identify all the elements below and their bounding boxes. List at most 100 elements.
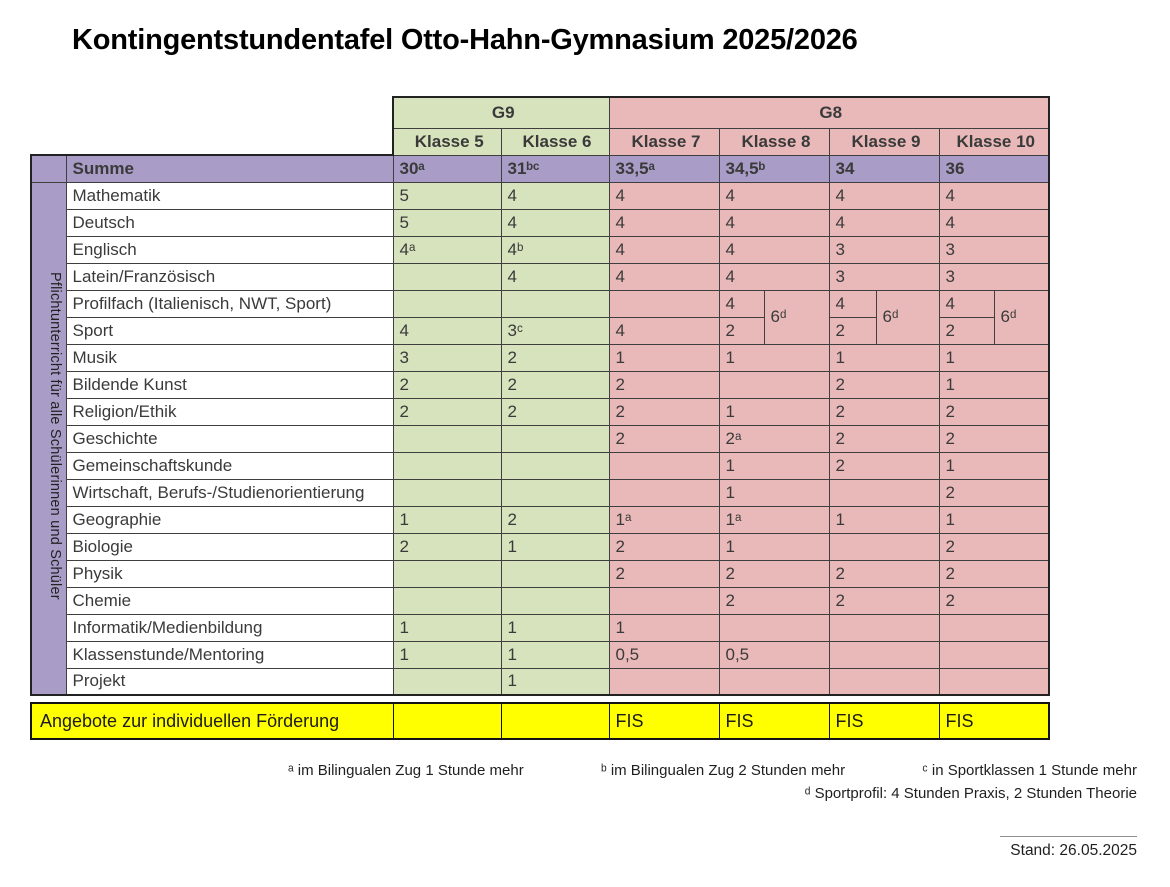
table-row: Klassenstunde/Mentoring 1 1 0,5 0,5: [31, 640, 1051, 669]
class-header-klasse7: Klasse 7: [608, 127, 720, 156]
hours-cell: 2: [718, 316, 765, 345]
empty-corner: [31, 128, 393, 155]
hours-cell: 2: [718, 586, 830, 615]
summe-label: Summe: [65, 154, 394, 183]
hours-cell: 2: [500, 505, 610, 534]
hours-cell: [718, 370, 830, 399]
hours-cell: 2: [938, 424, 1051, 453]
gap: [501, 695, 609, 703]
subject-label: Deutsch: [65, 208, 394, 237]
hours-cell: 2: [828, 451, 940, 480]
merged-hours-cell: 6ᵈ: [763, 289, 830, 345]
hours-cell: [828, 640, 940, 669]
hours-cell: 3: [828, 235, 940, 264]
summe-value: 36: [938, 154, 1051, 183]
hours-cell: [392, 289, 502, 318]
foerderung-row: Angebote zur individuellen Förderung FIS…: [30, 702, 1051, 740]
hours-cell: 4ᵃ: [392, 235, 502, 264]
stundentafel-table: G9 G8 Klasse 5 Klasse 6 Klasse 7 Klasse …: [30, 96, 1051, 740]
hours-cell: 1: [608, 343, 720, 372]
group-header-g9: G9: [392, 96, 610, 129]
subject-label: Sport: [65, 316, 394, 345]
gap: [31, 695, 393, 703]
footnote-c: ᶜ in Sportklassen 1 Stunde mehr: [922, 762, 1137, 779]
summe-row: Summe 30ᵃ 31ᵇᶜ 33,5ᵃ 34,5ᵇ 34 36: [30, 154, 1051, 183]
side-label-pflichtunterricht: Pflichtunterricht für alle Schülerinnen …: [30, 181, 67, 696]
hours-cell: 4: [608, 208, 720, 237]
subject-label: Chemie: [65, 586, 394, 615]
hours-cell: [608, 478, 720, 507]
class-header-klasse8: Klasse 8: [718, 127, 830, 156]
hours-cell: [938, 667, 1051, 696]
gap: [719, 695, 829, 703]
hours-cell: 1: [718, 397, 830, 426]
hours-cell: [392, 478, 502, 507]
hours-cell: 4: [938, 289, 995, 318]
footnote-b: ᵇ im Bilingualen Zug 2 Stunden mehr: [600, 762, 846, 779]
hours-cell: [608, 586, 720, 615]
summe-value: 30ᵃ: [392, 154, 502, 183]
gap: [609, 695, 719, 703]
summe-value: 34,5ᵇ: [718, 154, 830, 183]
subject-label: Englisch: [65, 235, 394, 264]
stand-date: Stand: 26.05.2025: [1000, 836, 1137, 860]
table-row: Biologie 2 1 2 1 2: [31, 532, 1051, 561]
hours-cell: [500, 424, 610, 453]
hours-cell: 1: [718, 343, 830, 372]
hours-cell: [500, 478, 610, 507]
hours-cell: 4: [938, 208, 1051, 237]
hours-cell: 4: [828, 289, 877, 318]
footnote-a: ᵃ im Bilingualen Zug 1 Stunde mehr: [288, 762, 524, 779]
hours-cell: 1: [718, 478, 830, 507]
hours-cell: 3: [938, 235, 1051, 264]
hours-cell: [718, 613, 830, 642]
class-header-row: Klasse 5 Klasse 6 Klasse 7 Klasse 8 Klas…: [31, 127, 1051, 156]
hours-cell: 2: [608, 559, 720, 588]
hours-cell: 2: [938, 397, 1051, 426]
hours-cell: 4: [938, 181, 1051, 210]
footnotes: ᵃ im Bilingualen Zug 1 Stunde mehr ᵇ im …: [288, 762, 1137, 802]
table-row: Geschichte 2 2ᵃ 2 2: [31, 424, 1051, 453]
hours-cell: [392, 559, 502, 588]
hours-cell: 1ᵃ: [718, 505, 830, 534]
foerderung-cell: [500, 702, 610, 740]
subject-label: Geschichte: [65, 424, 394, 453]
gap: [829, 695, 939, 703]
subject-label: Physik: [65, 559, 394, 588]
subject-label: Bildende Kunst: [65, 370, 394, 399]
summe-spacer-cell: [30, 154, 67, 183]
gap-row: [31, 695, 1050, 703]
hours-cell: [392, 667, 502, 696]
hours-cell: 2: [828, 559, 940, 588]
hours-cell: 2: [828, 397, 940, 426]
table-row: Musik 3 2 1 1 1 1: [31, 343, 1051, 372]
hours-cell: 2: [608, 532, 720, 561]
hours-cell: 2: [938, 532, 1051, 561]
hours-cell: 1: [718, 451, 830, 480]
subject-label: Latein/Französisch: [65, 262, 394, 291]
subject-label: Mathematik: [65, 181, 394, 210]
subject-label: Informatik/Medienbildung: [65, 613, 394, 642]
hours-cell: [608, 667, 720, 696]
hours-cell: [718, 667, 830, 696]
subject-label: Wirtschaft, Berufs-/Studienorientierung: [65, 478, 394, 507]
hours-cell: 1: [828, 343, 940, 372]
hours-cell: 4: [828, 181, 940, 210]
hours-cell: 4: [828, 208, 940, 237]
hours-cell: 4: [718, 262, 830, 291]
table-row: Pflichtunterricht für alle Schülerinnen …: [30, 181, 1051, 696]
hours-cell: 0,5: [718, 640, 830, 669]
group-header-g8: G8: [608, 96, 1051, 129]
summe-value: 31ᵇᶜ: [500, 154, 610, 183]
fis-cell: FIS: [718, 702, 830, 740]
hours-cell: [608, 451, 720, 480]
table-row: Physik 2 2 2 2: [31, 559, 1051, 588]
hours-cell: 1: [938, 370, 1051, 399]
hours-cell: 1: [938, 505, 1051, 534]
hours-cell: [938, 613, 1051, 642]
hours-cell: 1: [500, 640, 610, 669]
group-header-row: G9 G8: [31, 96, 1051, 129]
hours-cell: [392, 586, 502, 615]
fis-cell: FIS: [608, 702, 720, 740]
merged-hours-cell: 6ᵈ: [875, 289, 940, 345]
